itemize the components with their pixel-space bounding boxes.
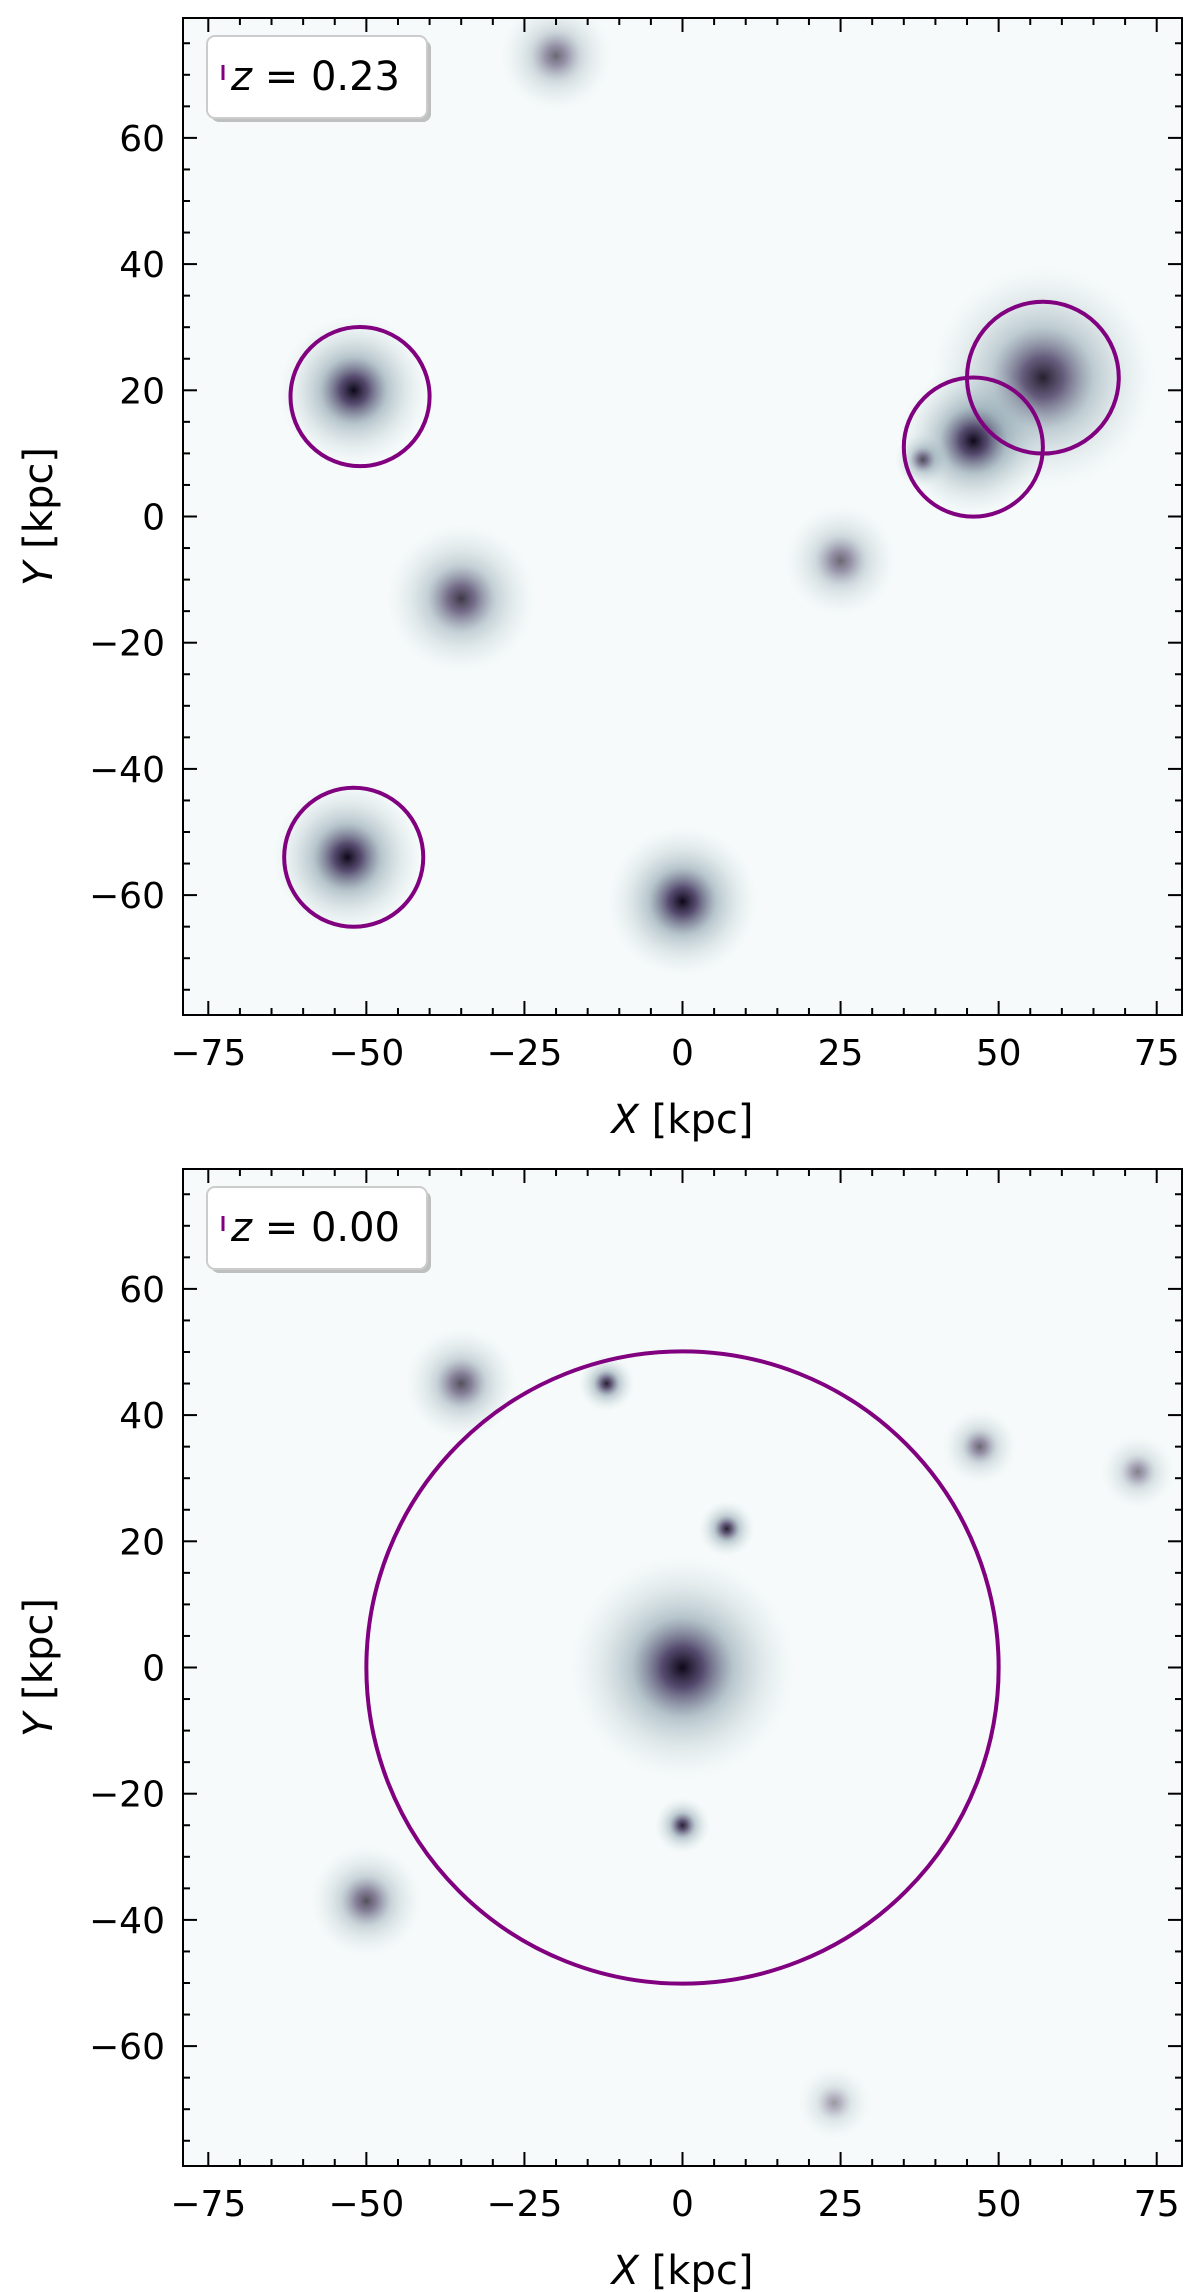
y-tick-label: −20: [89, 624, 165, 665]
panel-1: −75 −50 −25 0 25 50 75 −60 −40 −20 0 20 40 60 X [kpc] Y…: [16, 17, 1183, 1143]
x-tick-label: −25: [486, 2184, 562, 2225]
y-tick-label: 0: [142, 498, 165, 539]
density-clump: [1099, 1433, 1176, 1510]
legend: z = 0.00: [206, 1186, 431, 1273]
density-clump: [578, 1355, 636, 1412]
x-tick-label: 50: [976, 1033, 1022, 1074]
legend-label: z = 0.00: [230, 1205, 400, 1251]
panel-2: −75 −50 −25 0 25 50 75 −60 −40 −20 0 20 40 60 X [kpc] Y…: [16, 1168, 1183, 2292]
x-tick-label: −25: [486, 1033, 562, 1074]
ticks: [183, 18, 1182, 1015]
legend: z = 0.23: [206, 35, 431, 122]
density-clump: [698, 1500, 756, 1558]
y-tick-label: 40: [119, 245, 165, 286]
selection-circle: [282, 785, 426, 929]
legend-label: z = 0.23: [230, 54, 400, 100]
y-tick-label: 60: [119, 119, 165, 160]
density-map: [271, 18, 1157, 978]
x-tick-label: −75: [170, 1033, 246, 1074]
density-clump: [941, 1408, 1018, 1485]
x-tick-label: 50: [976, 2184, 1022, 2225]
y-tick-label: 0: [142, 1649, 165, 1690]
ticks: [183, 1169, 1182, 2166]
density-map: [309, 1326, 1176, 2141]
x-tick-label: 75: [1134, 1033, 1180, 1074]
x-tick-label: 0: [671, 1033, 694, 1074]
x-tick-label: 25: [818, 1033, 864, 1074]
y-tick-label: −60: [89, 876, 165, 917]
x-tick-label: −50: [328, 1033, 404, 1074]
x-tick-label: 25: [818, 2184, 864, 2225]
y-tick-label: 60: [119, 1270, 165, 1311]
density-clump: [271, 781, 424, 934]
x-tick-label: −75: [170, 2184, 246, 2225]
density-clump: [796, 2064, 873, 2141]
density-clump: [309, 1844, 424, 1958]
x-tick-label: −50: [328, 2184, 404, 2225]
selection-circle: [364, 1349, 1001, 1986]
x-axis-label: X [kpc]: [610, 2248, 754, 2292]
y-axis-label: Y [kpc]: [16, 447, 62, 586]
x-tick-label: 0: [671, 2184, 694, 2225]
selection-circle: [901, 375, 1045, 519]
y-tick-label: −40: [89, 750, 165, 791]
y-tick-label: −20: [89, 1775, 165, 1816]
y-axis-label: Y [kpc]: [16, 1598, 62, 1737]
density-clump: [606, 825, 759, 978]
density-clump: [404, 1326, 519, 1441]
y-tick-label: 20: [119, 1522, 165, 1563]
density-clump: [568, 1553, 797, 1782]
y-tick-label: 20: [119, 371, 165, 412]
x-tick-label: 75: [1134, 2184, 1180, 2225]
density-clump: [783, 503, 898, 618]
density-clump: [499, 18, 613, 113]
density-clump: [654, 1796, 711, 1854]
y-tick-label: −60: [89, 2027, 165, 2068]
legend-box: [206, 35, 428, 119]
x-axis-label: X [kpc]: [610, 1097, 754, 1143]
y-tick-label: 40: [119, 1396, 165, 1437]
legend-box: [206, 1186, 428, 1270]
density-clump: [277, 314, 430, 467]
y-tick-label: −40: [89, 1901, 165, 1942]
density-clump: [385, 522, 538, 675]
selection-circle: [288, 325, 432, 469]
